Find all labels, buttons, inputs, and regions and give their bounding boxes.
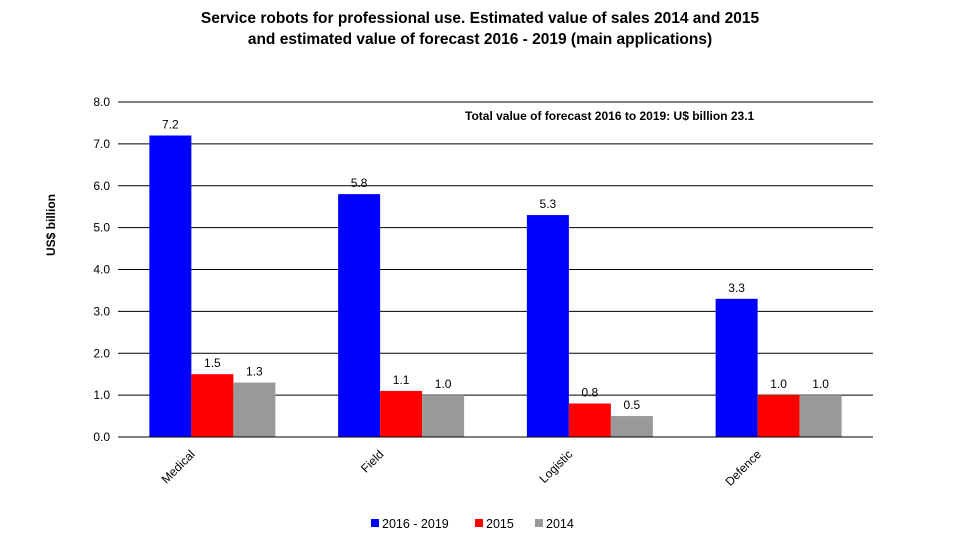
chart-title: Service robots for professional use. Est… — [0, 8, 960, 50]
bar — [233, 382, 276, 437]
data-label: 1.0 — [812, 377, 829, 391]
legend-entry: 2014 — [546, 517, 574, 531]
chart-title-line-1: Service robots for professional use. Est… — [200, 10, 760, 27]
y-tick-label: 7.0 — [93, 137, 110, 151]
y-axis-ticks: 0.0 1.0 2.0 3.0 4.0 5.0 6.0 7.0 8.0 — [93, 95, 110, 444]
x-category-label: Defence — [722, 447, 764, 489]
bar — [191, 374, 234, 437]
legend-swatch — [535, 519, 543, 527]
legend-swatch — [371, 519, 379, 527]
total-annotation: Total value of forecast 2016 to 2019: U$… — [465, 109, 755, 123]
y-tick-label: 3.0 — [93, 304, 110, 318]
chart-title-line-2: and estimated value of forecast 2016 - 2… — [247, 31, 713, 48]
legend-entry: 2015 — [486, 517, 514, 531]
bar — [380, 390, 423, 437]
bar — [757, 395, 800, 437]
x-category-label: Logistic — [537, 447, 576, 486]
y-tick-label: 4.0 — [93, 263, 110, 277]
data-label: 7.2 — [162, 118, 179, 132]
data-label: 1.5 — [204, 356, 221, 370]
data-label: 1.0 — [770, 377, 787, 391]
y-tick-label: 5.0 — [93, 221, 110, 235]
bar — [610, 416, 653, 437]
bars — [149, 135, 842, 437]
bar — [799, 395, 842, 437]
bar — [338, 194, 381, 437]
x-category-label: Field — [358, 447, 386, 475]
gridlines — [118, 101, 873, 396]
y-axis-label: US$ billion — [44, 194, 58, 256]
x-axis-categories: Medical Field Logistic Defence — [159, 447, 765, 489]
data-labels: 7.2 1.5 1.3 5.8 1.1 1.0 5.3 0.8 0.5 3.3 1.0 1.0 — [162, 118, 829, 413]
data-label: 5.3 — [540, 197, 557, 211]
legend: 2016 - 2019 2015 2014 — [371, 517, 574, 531]
data-label: 1.1 — [393, 373, 410, 387]
data-label: 5.8 — [351, 176, 368, 190]
bar — [715, 298, 758, 437]
bar — [568, 403, 611, 437]
bar — [526, 215, 569, 437]
y-tick-label: 6.0 — [93, 179, 110, 193]
data-label: 0.8 — [582, 386, 599, 400]
data-label: 0.5 — [624, 398, 641, 412]
y-tick-label: 1.0 — [93, 388, 110, 402]
data-label: 3.3 — [728, 281, 745, 295]
y-tick-label: 8.0 — [93, 95, 110, 109]
legend-entry: 2016 - 2019 — [382, 517, 449, 531]
y-tick-label: 2.0 — [93, 346, 110, 360]
bar — [149, 135, 192, 437]
data-label: 1.0 — [435, 377, 452, 391]
data-label: 1.3 — [246, 365, 263, 379]
x-category-label: Medical — [159, 447, 198, 486]
bar — [422, 395, 465, 437]
y-tick-label: 0.0 — [93, 430, 110, 444]
legend-swatch — [475, 519, 483, 527]
